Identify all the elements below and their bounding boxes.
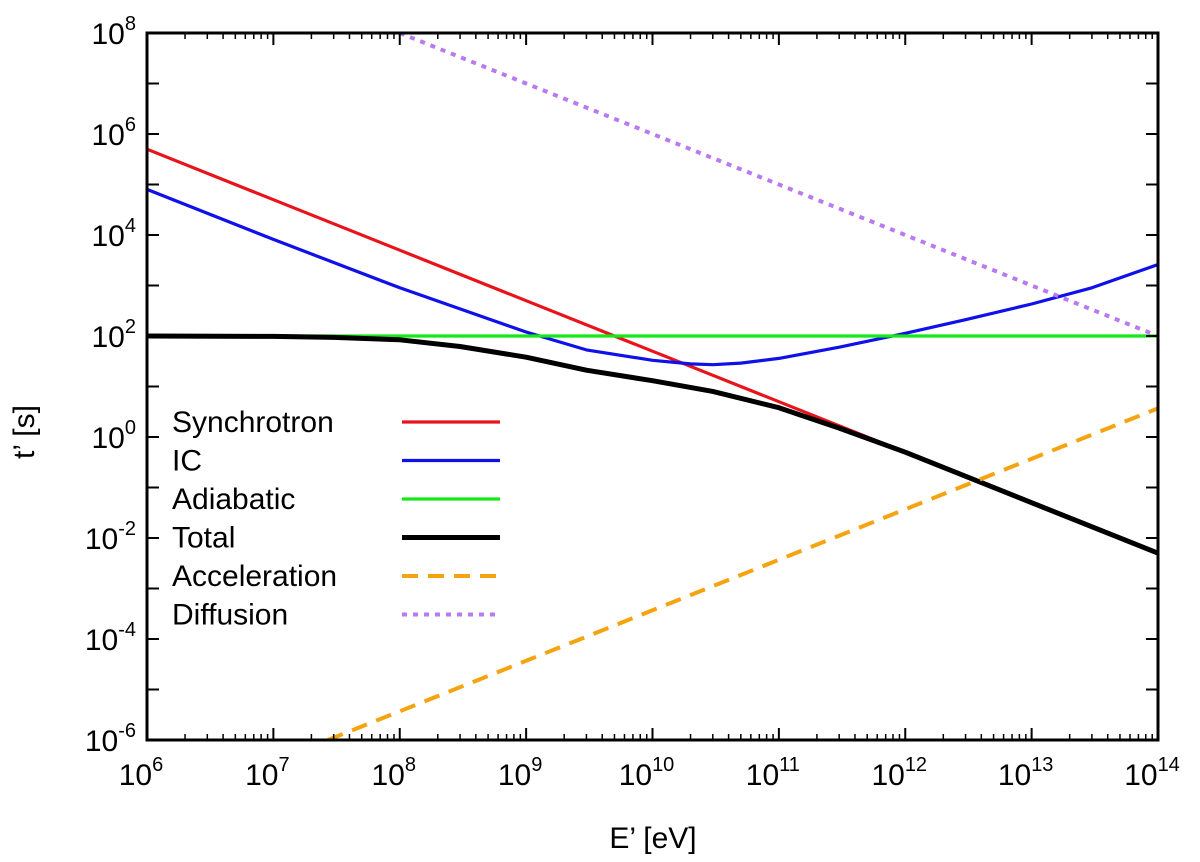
plot-frame <box>145 31 1160 742</box>
legend-label-acceleration: Acceleration <box>172 560 337 593</box>
x-tick-label: 1013 <box>998 754 1054 792</box>
y-tick-label: 108 <box>92 13 137 51</box>
legend-label-diffusion: Diffusion <box>172 599 288 632</box>
y-tick-label: 10-4 <box>85 619 136 657</box>
x-tick-label: 1010 <box>619 754 675 792</box>
x-tick-label: 1011 <box>746 754 800 792</box>
x-axis-label: E’ [eV] <box>609 822 696 855</box>
series-line-total <box>147 333 1158 556</box>
legend-label-synchrotron: Synchrotron <box>172 406 334 439</box>
series-line-ic <box>147 187 1158 367</box>
y-axis-ticks: 10-6 10-4 10-2 100 102 104 106 108 <box>85 13 1158 758</box>
x-tick-label: 106 <box>119 754 164 792</box>
y-tick-label: 106 <box>92 114 137 152</box>
plot-area <box>145 31 1160 742</box>
x-tick-label: 1014 <box>1124 754 1180 792</box>
x-tick-label: 1012 <box>871 754 927 792</box>
series-line-diffusion <box>399 33 1158 338</box>
series-group <box>147 33 1158 740</box>
y-tick-label: 10-2 <box>85 518 136 556</box>
y-tick-label: 10-6 <box>85 720 136 758</box>
legend-label-adiabatic: Adiabatic <box>172 483 295 516</box>
x-tick-label: 108 <box>372 754 417 792</box>
legend: Synchrotron IC Adiabatic Total Acceleration D… <box>172 406 500 632</box>
y-tick-label: 100 <box>92 417 137 455</box>
y-axis-label: t’ [s] <box>8 405 41 459</box>
y-tick-label: 104 <box>92 215 137 253</box>
x-tick-label: 109 <box>498 754 543 792</box>
legend-label-ic: IC <box>172 445 202 478</box>
legend-label-total: Total <box>172 522 235 555</box>
x-axis-ticks: 106 107 108 109 1010 1011 1012 1013 1014 <box>119 33 1180 792</box>
y-tick-label: 102 <box>92 316 137 354</box>
x-tick-label: 107 <box>245 754 290 792</box>
series-line-acceleration <box>327 406 1158 740</box>
